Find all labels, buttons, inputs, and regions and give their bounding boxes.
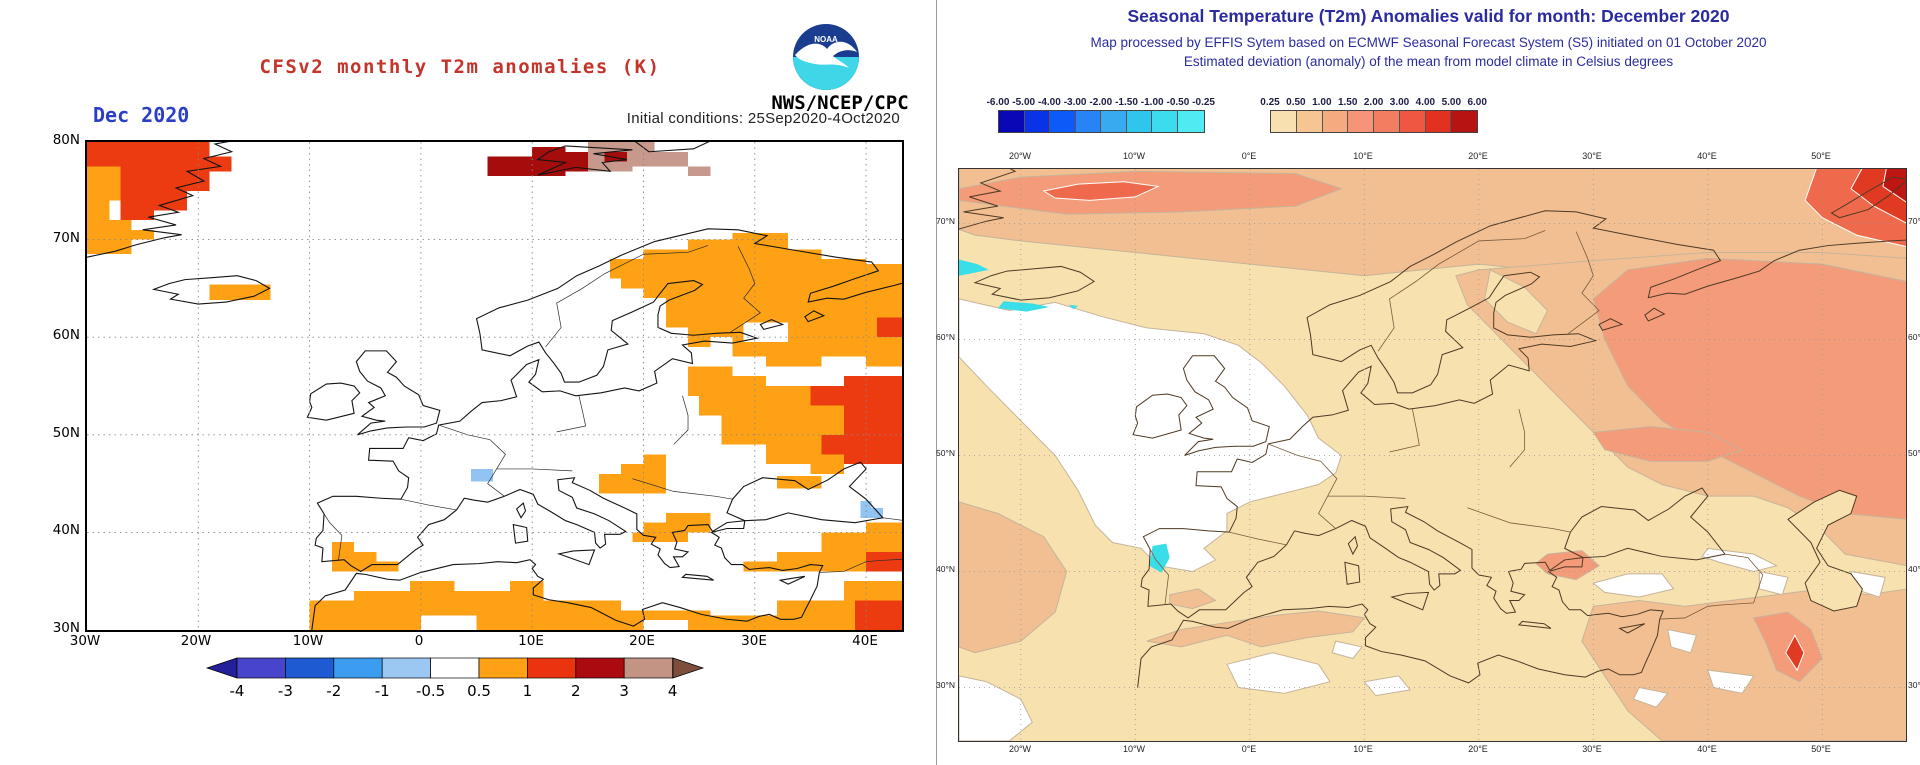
cbar-neg-tick: -1.50 [1115,97,1138,108]
lon-tick: 0 [414,633,424,649]
lat-tick: 50°N [1908,448,1920,458]
lon-tick: 40E [852,633,878,649]
cbar-pos-tick: 2.00 [1363,97,1384,108]
cfsv2-title: CFSv2 monthly T2m anomalies (K) [259,56,661,78]
cbar-pos-tick: 0.50 [1286,97,1306,108]
lat-tick: 30N [52,620,80,636]
svg-text:3: 3 [619,682,629,700]
effis-panel: Seasonal Temperature (T2m) Anomalies val… [936,0,1920,765]
lon-tick: 0°E [1241,744,1257,754]
cbar-neg-tick: -0.25 [1192,97,1215,108]
cbar-pos-tick: 5.00 [1441,97,1462,108]
svg-text:2: 2 [571,682,581,700]
effis-subtitle-1: Map processed by EFFIS Sytem based on EC… [1090,35,1767,50]
initial-conditions-label: Initial conditions: 25Sep2020-4Oct2020 [626,110,900,127]
cbar-pos-tick: 4.00 [1415,97,1436,108]
lon-tick: 10°W [1122,151,1146,161]
lat-tick: 80N [52,132,80,148]
lon-tick: 40°E [1697,744,1717,754]
lon-tick: 50°E [1811,151,1831,161]
effis-title: Seasonal Temperature (T2m) Anomalies val… [1127,6,1730,26]
svg-text:-0.5: -0.5 [416,682,445,700]
agency-label: NWS/NCEP/CPC [771,92,909,114]
lat-tick: 60°N [1908,332,1920,342]
valid-month-label: Dec 2020 [93,103,190,127]
lat-tick: 60N [52,327,80,343]
lon-tick: 10°E [1353,151,1373,161]
lon-tick: 20°W [1008,744,1032,754]
cfsv2-map-canvas [85,140,904,632]
lon-tick: 20°E [1468,151,1488,161]
cbar-pos-tick: 1.00 [1312,97,1332,108]
cbar-neg-tick: -5.00 [1012,97,1036,108]
anomaly-patches-layer [87,142,902,630]
lat-tick: 40N [52,522,80,538]
cbar-pos-tick: 1.50 [1337,97,1358,108]
svg-text:-4: -4 [230,682,245,700]
lon-tick: 10E [518,633,544,649]
lon-tick: 50°E [1811,744,1831,754]
effis-map-canvas [958,168,1907,742]
cbar-neg-tick: -3.00 [1063,97,1087,108]
lon-tick: 30W [69,633,101,649]
lon-tick: 20W [180,633,212,649]
graticule-layer [87,142,902,630]
effis-colorbar-negative [998,110,1205,133]
anomaly-field-layer [959,169,1906,741]
cbar-neg-tick: -1.00 [1140,97,1164,108]
lon-tick: 10W [292,633,324,649]
lat-tick: 30°N [1908,680,1920,690]
lon-tick: 20°E [1468,744,1488,754]
lat-tick: 40°N [936,564,955,574]
lon-tick: 20°W [1008,151,1032,161]
effis-colorbar-positive [1270,110,1479,133]
cbar-neg-tick: -6.00 [986,97,1010,108]
lon-tick: 30°E [1582,151,1602,161]
lat-tick: 70N [52,230,80,246]
svg-text:4: 4 [668,682,678,700]
noaa-logo-icon: NOAA [793,24,859,90]
svg-text:NOAA: NOAA [814,35,838,44]
lon-tick: 0°E [1241,151,1257,161]
effis-subtitle-2: Estimated deviation (anomaly) of the mea… [1183,54,1674,69]
cbar-neg-tick: -2.00 [1089,97,1113,108]
cbar-pos-tick: 0.25 [1260,97,1280,108]
svg-text:-3: -3 [278,682,293,700]
svg-text:1: 1 [523,682,533,700]
lat-tick: 70°N [1908,216,1920,226]
svg-text:0.5: 0.5 [467,682,491,700]
lat-tick: 30°N [936,680,955,690]
cfsv2-colorbar: -4 -3 -2 -1 -0.5 0.5 1 2 3 4 [205,657,705,700]
cfsv2-panel: CFSv2 monthly T2m anomalies (K) Dec 2020… [0,0,936,765]
graticule-layer [959,169,1906,741]
lon-tick: 10°E [1353,744,1373,754]
svg-text:-2: -2 [326,682,341,700]
lon-tick: 30°E [1582,744,1602,754]
lon-tick: 40°E [1697,151,1717,161]
lat-tick: 50°N [936,448,955,458]
lat-tick: 70°N [936,216,955,226]
lon-tick: 20E [629,633,655,649]
cbar-neg-tick: -0.50 [1166,97,1190,108]
lat-tick: 40°N [1908,564,1920,574]
lon-tick: 30E [741,633,767,649]
lon-tick: 10°W [1122,744,1146,754]
lat-tick: 50N [52,425,80,441]
svg-text:-1: -1 [375,682,390,700]
cbar-pos-tick: 6.00 [1467,97,1487,108]
lat-tick: 60°N [936,332,955,342]
cbar-pos-tick: 3.00 [1389,97,1410,108]
cbar-neg-tick: -4.00 [1037,97,1061,108]
